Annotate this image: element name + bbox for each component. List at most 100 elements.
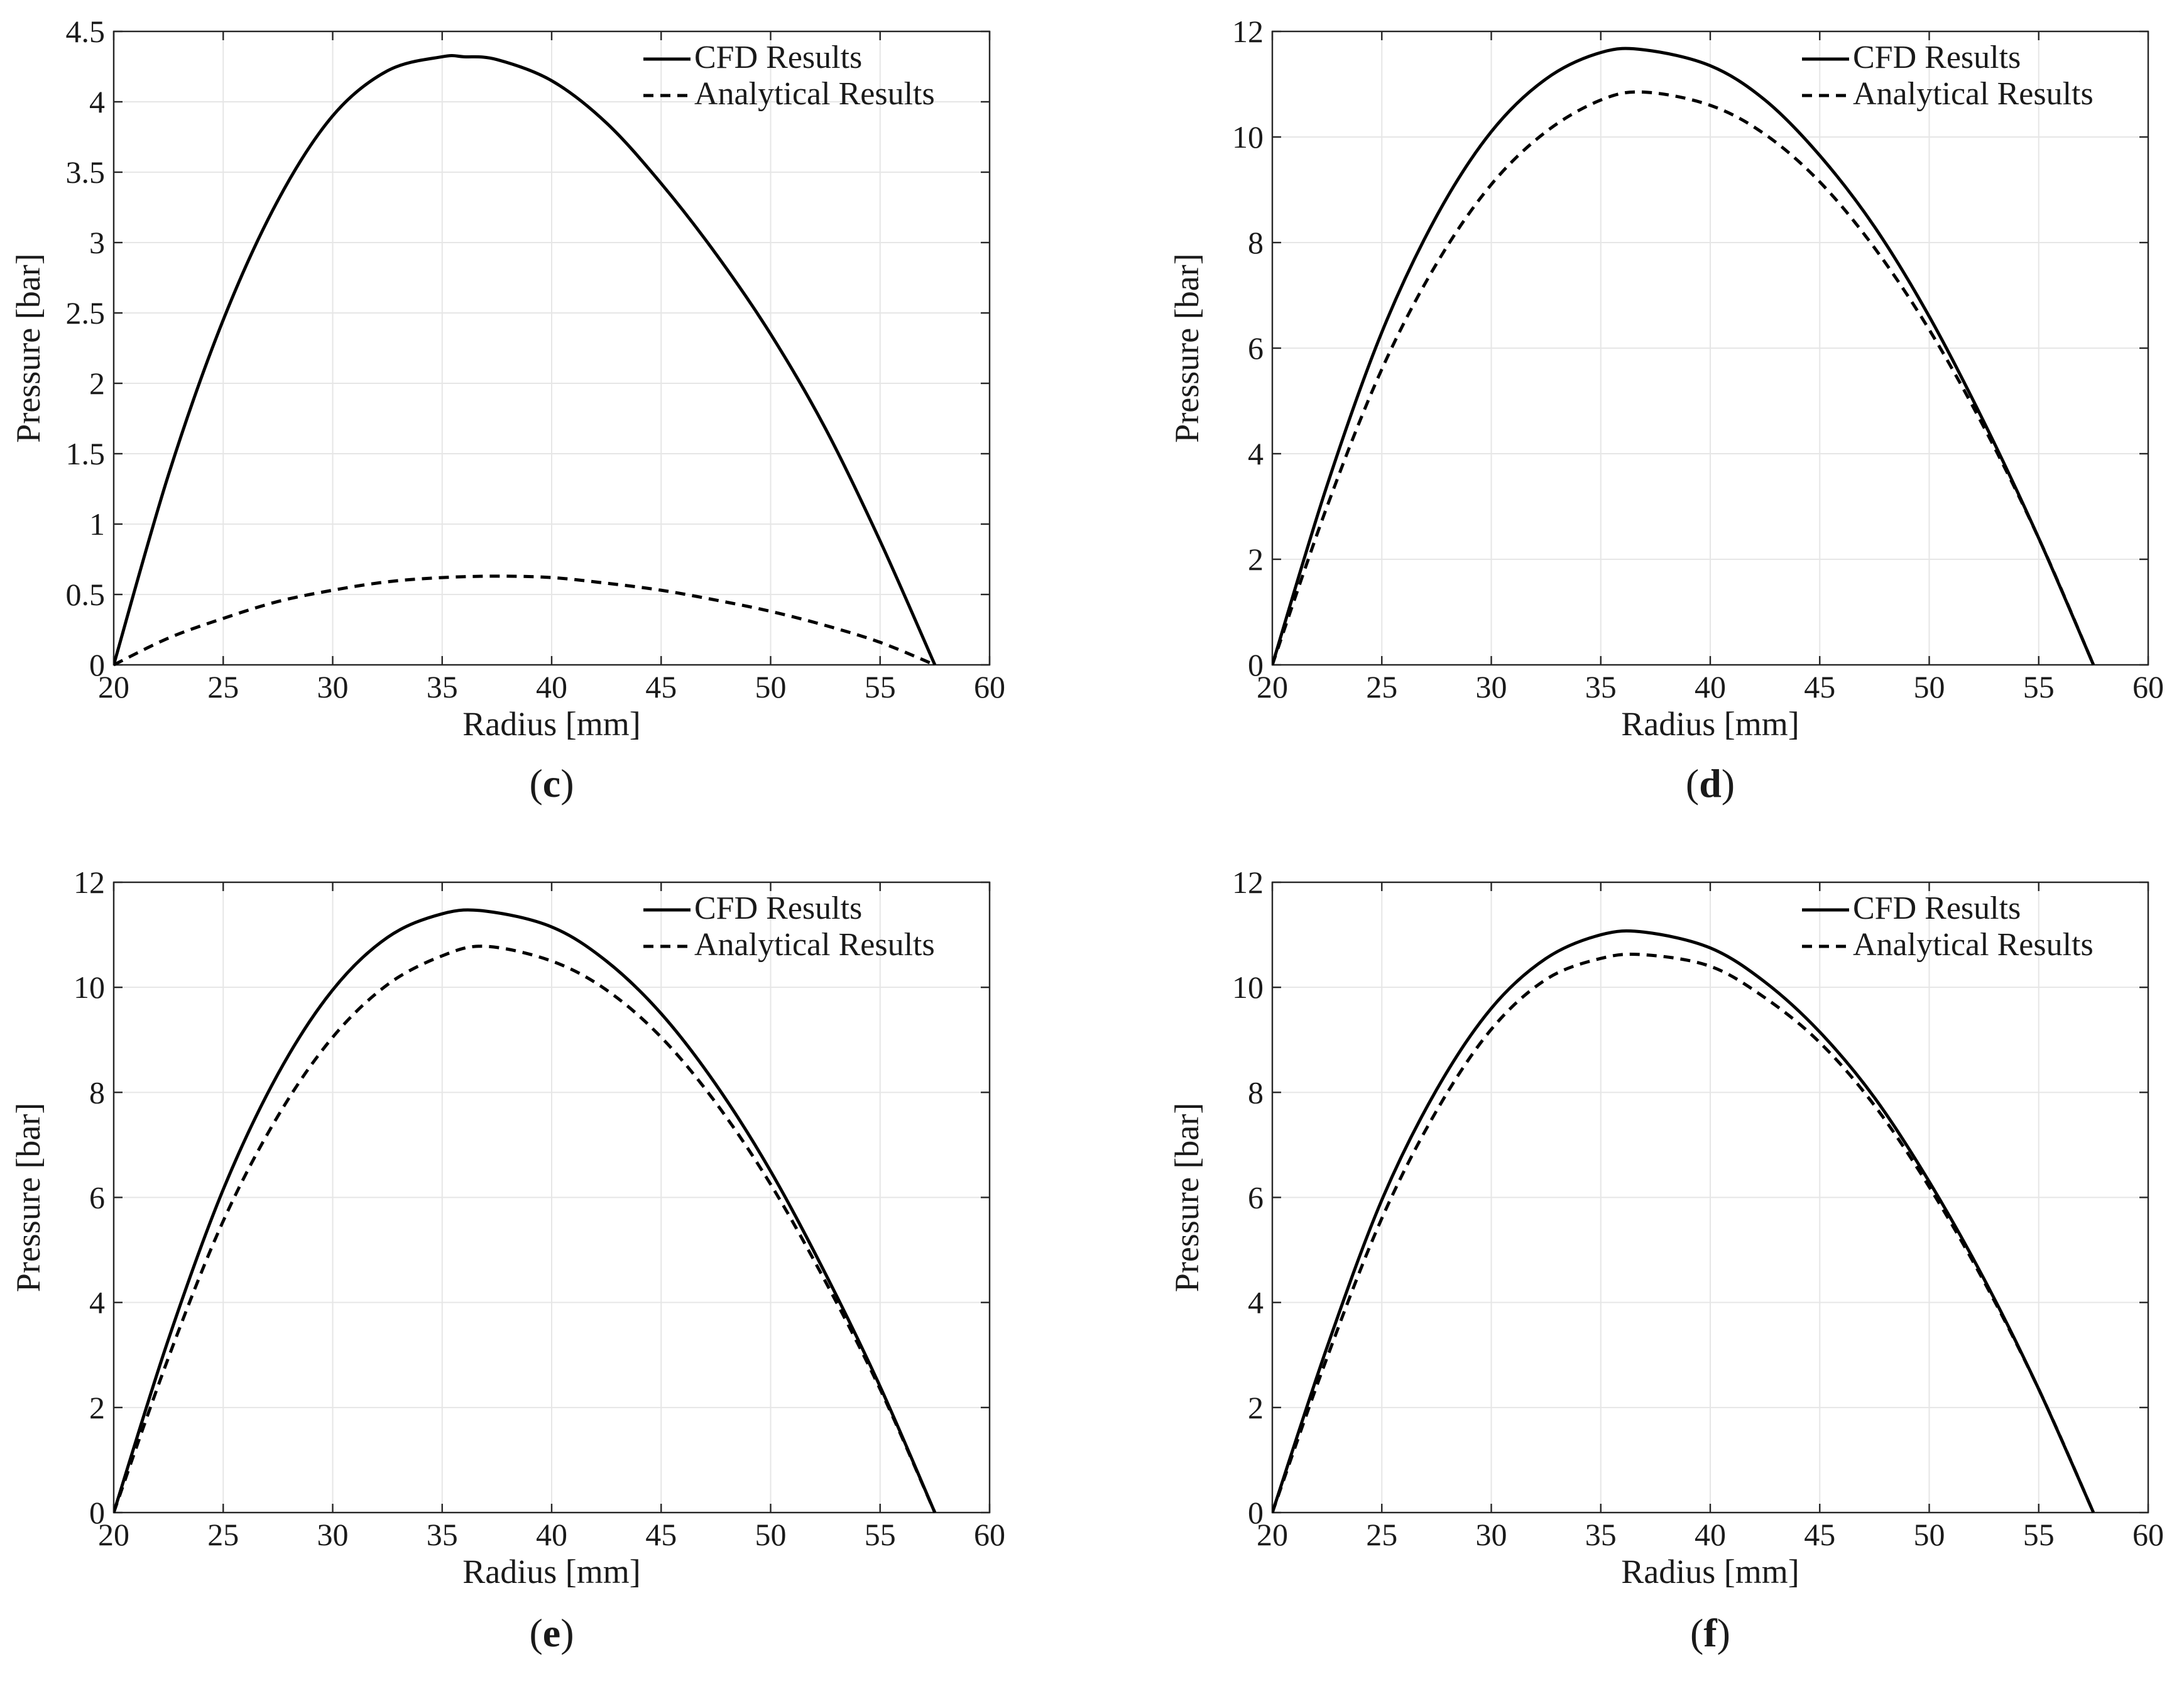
x-tick-label: 25	[207, 1517, 239, 1552]
legend-label: CFD Results	[1853, 40, 2021, 75]
cfd-results-line	[1272, 929, 2095, 1514]
y-tick-label: 3.5	[66, 155, 106, 190]
x-tick-label: 30	[1476, 1517, 1507, 1552]
y-tick-label: 12	[74, 865, 105, 900]
y-tick-label: 12	[1232, 14, 1264, 49]
x-tick-label: 60	[974, 1517, 1005, 1552]
y-axis-label: Pressure [bar]	[9, 1103, 47, 1292]
analytical-results-line	[1272, 952, 2095, 1514]
x-tick-label: 45	[1804, 669, 1835, 704]
cfd-results-line	[114, 908, 937, 1513]
x-tick-label: 55	[2023, 1517, 2055, 1552]
analytical-results-line	[114, 944, 937, 1514]
panel-caption: (f)	[1690, 1611, 1730, 1655]
y-tick-label: 1	[89, 506, 105, 542]
y-tick-label: 4	[1248, 1285, 1264, 1320]
y-tick-label: 6	[1248, 331, 1264, 366]
cfd-results-line	[114, 53, 937, 666]
x-tick-label: 50	[1914, 669, 1945, 704]
y-tick-label: 8	[1248, 225, 1264, 260]
x-tick-label: 60	[2132, 1517, 2164, 1552]
chart-panel-f: 20 25 30 35 40 45 50 55 60 0 2 4 6 8 10 12 Radius [mm] Pr…	[1168, 865, 2164, 1655]
y-tick-label: 4	[89, 1285, 105, 1320]
y-tick-label: 2	[1248, 542, 1264, 577]
legend-label: CFD Results	[1853, 890, 2021, 926]
x-tick-label: 30	[1476, 669, 1507, 704]
y-axis-label: Pressure [bar]	[1168, 1103, 1206, 1292]
legend-label: Analytical Results	[1853, 76, 2094, 112]
panel-caption: (e)	[529, 1611, 574, 1655]
x-tick-label: 35	[427, 1517, 458, 1552]
y-tick-label: 0	[89, 1495, 105, 1530]
x-tick-label: 20	[1257, 1517, 1288, 1552]
x-tick-label: 35	[1585, 669, 1617, 704]
y-tick-label: 6	[1248, 1180, 1264, 1215]
x-tick-label: 20	[98, 669, 129, 704]
y-tick-label: 0	[89, 647, 105, 682]
x-tick-label: 25	[1366, 1517, 1397, 1552]
x-tick-label: 50	[755, 669, 787, 704]
y-tick-label: 0	[1248, 1495, 1264, 1530]
x-tick-label: 35	[427, 669, 458, 704]
x-tick-label: 45	[1804, 1517, 1835, 1552]
chart-panel-e: 20 25 30 35 40 45 50 55 60 0 2 4 6 8 10 12 Radius [mm] Pr…	[9, 865, 1005, 1655]
y-tick-label: 10	[74, 970, 105, 1005]
x-tick-label: 40	[536, 669, 567, 704]
y-tick-label: 8	[89, 1075, 105, 1110]
analytical-results-line	[1272, 90, 2095, 665]
legend-label: Analytical Results	[1853, 927, 2094, 963]
legend-label: CFD Results	[694, 890, 862, 926]
x-tick-label: 50	[755, 1517, 787, 1552]
x-axis-label: Radius [mm]	[462, 1553, 640, 1590]
cfd-results-line	[1272, 47, 2095, 665]
x-tick-label: 25	[207, 669, 239, 704]
x-tick-label: 45	[645, 1517, 677, 1552]
x-tick-label: 25	[1366, 669, 1397, 704]
x-tick-label: 60	[974, 669, 1005, 704]
y-tick-label: 6	[89, 1180, 105, 1215]
chart-panel-c: 20 25 30 35 40 45 50 55 60 0 0.5 1 1.5 2 2.5 3 3.5 4 4.5 Ra…	[9, 14, 1005, 806]
y-axis-label: Pressure [bar]	[9, 253, 47, 442]
x-tick-label: 55	[865, 669, 896, 704]
y-tick-label: 2	[1248, 1390, 1264, 1425]
y-tick-label: 0	[1248, 647, 1264, 682]
x-tick-label: 30	[317, 1517, 349, 1552]
x-tick-label: 55	[865, 1517, 896, 1552]
x-tick-label: 35	[1585, 1517, 1617, 1552]
x-tick-label: 45	[645, 669, 677, 704]
y-axis-label: Pressure [bar]	[1168, 253, 1206, 442]
x-axis-label: Radius [mm]	[1621, 1553, 1799, 1590]
legend-label: Analytical Results	[694, 76, 935, 112]
grid-lines	[1272, 31, 2148, 665]
legend-label: CFD Results	[694, 40, 862, 75]
x-tick-label: 40	[1695, 669, 1726, 704]
y-tick-label: 8	[1248, 1075, 1264, 1110]
x-tick-label: 40	[536, 1517, 567, 1552]
y-tick-label: 3	[89, 225, 105, 260]
y-tick-label: 4.5	[66, 14, 106, 49]
panel-caption: (d)	[1686, 761, 1735, 806]
x-axis-label: Radius [mm]	[1621, 705, 1799, 743]
legend-label: Analytical Results	[694, 927, 935, 963]
y-tick-label: 10	[1232, 119, 1264, 155]
y-tick-label: 10	[1232, 970, 1264, 1005]
y-tick-label: 1.5	[66, 436, 106, 471]
x-tick-label: 20	[98, 1517, 129, 1552]
y-tick-label: 4	[89, 84, 105, 119]
x-tick-label: 60	[2132, 669, 2164, 704]
x-tick-label: 30	[317, 669, 349, 704]
y-tick-label: 12	[1232, 865, 1264, 900]
x-axis-label: Radius [mm]	[462, 705, 640, 743]
grid-lines	[114, 882, 990, 1513]
y-tick-label: 2	[89, 1390, 105, 1425]
y-tick-label: 4	[1248, 436, 1264, 471]
y-tick-label: 2	[89, 366, 105, 401]
x-tick-label: 20	[1257, 669, 1288, 704]
chart-panel-d: 20 25 30 35 40 45 50 55 60 0 2 4 6 8 10 12 Radius [mm] Pr…	[1168, 14, 2164, 806]
x-tick-label: 50	[1914, 1517, 1945, 1552]
